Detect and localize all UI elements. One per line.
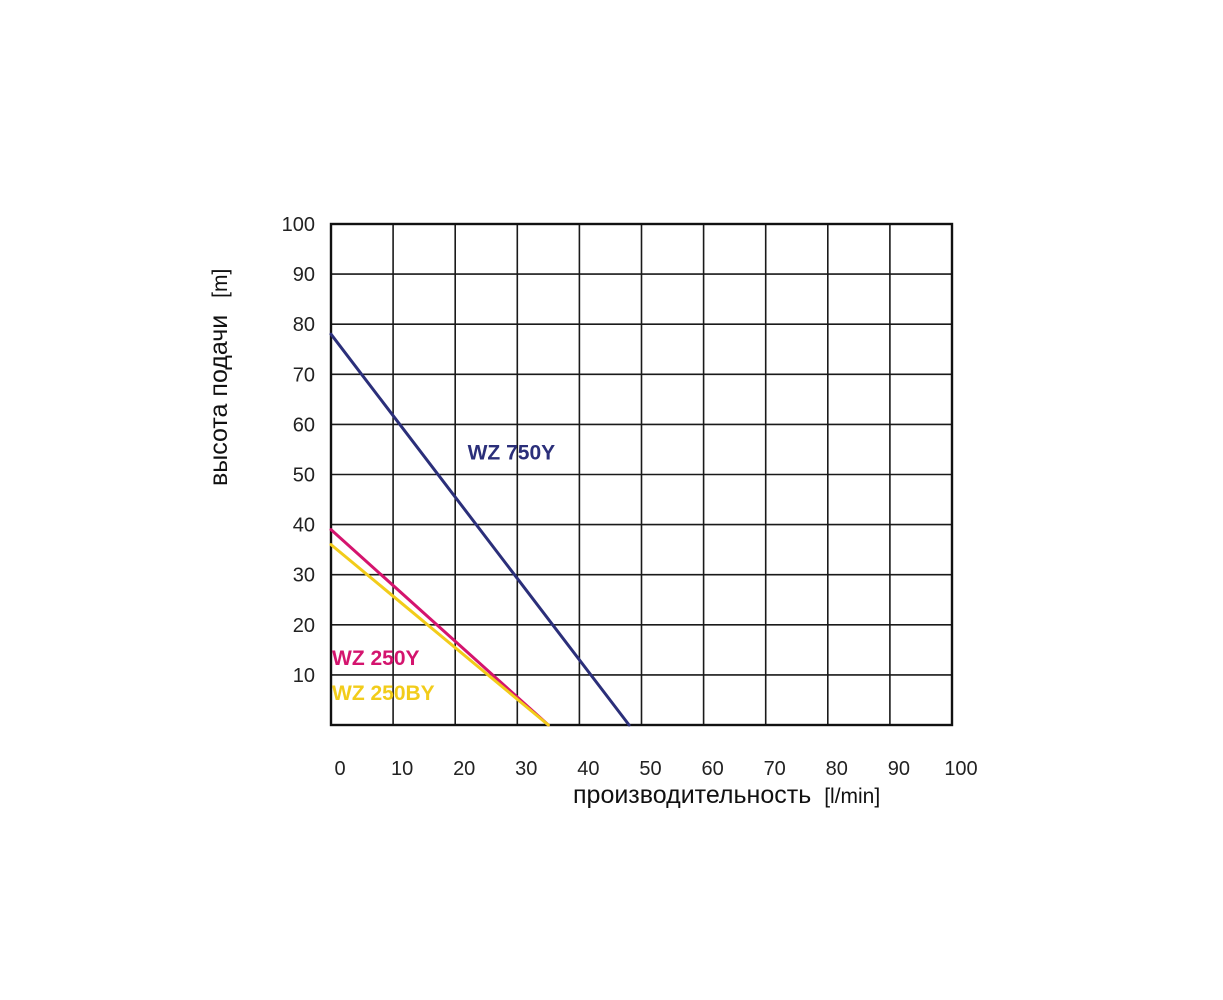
- y-tick-label: 10: [293, 665, 315, 687]
- y-tick-label: 80: [293, 314, 315, 336]
- x-tick-label: 100: [944, 758, 977, 780]
- x-axis-label: производительность: [573, 781, 811, 809]
- x-tick-label: 80: [826, 758, 848, 780]
- x-tick-label: 0: [334, 758, 345, 780]
- series-label-3: WZ 250BY: [332, 682, 435, 705]
- series-label-1: WZ 750Y: [468, 441, 556, 464]
- series-labels: WZ 750Y WZ 250Y WZ 250BY: [332, 441, 555, 704]
- series-line-1: [329, 332, 631, 727]
- y-axis-ticks: 10 20 30 40 50 60 70 80 90 100: [282, 214, 315, 687]
- chart-series: [329, 332, 631, 727]
- x-tick-label: 30: [515, 758, 537, 780]
- chart-grid: [329, 222, 954, 727]
- series-label-2: WZ 250Y: [332, 647, 420, 670]
- x-axis-title: производительность [l/min]: [573, 781, 880, 809]
- x-tick-label: 60: [701, 758, 723, 780]
- x-tick-label: 70: [764, 758, 786, 780]
- y-tick-label: 70: [293, 364, 315, 386]
- x-axis-ticks: 0 10 20 30 40 50 60 70 80 90 100: [334, 758, 977, 780]
- x-axis-unit: [l/min]: [824, 785, 880, 808]
- y-tick-label: 100: [282, 214, 315, 236]
- plot-frame: [329, 222, 954, 727]
- x-tick-label: 20: [453, 758, 475, 780]
- y-axis-label: высота подачи: [205, 315, 233, 486]
- x-tick-label: 40: [577, 758, 599, 780]
- x-tick-label: 90: [888, 758, 910, 780]
- y-tick-label: 30: [293, 565, 315, 587]
- x-tick-label: 10: [391, 758, 413, 780]
- y-axis-unit: [m]: [209, 269, 232, 298]
- series-line-3: [329, 543, 550, 727]
- y-axis-title: высота подачи [m]: [205, 269, 233, 486]
- y-tick-label: 50: [293, 465, 315, 487]
- x-tick-label: 50: [639, 758, 661, 780]
- y-tick-label: 20: [293, 615, 315, 637]
- y-tick-label: 60: [293, 414, 315, 436]
- y-tick-label: 40: [293, 515, 315, 537]
- series-line-2: [329, 528, 550, 727]
- y-tick-label: 90: [293, 264, 315, 286]
